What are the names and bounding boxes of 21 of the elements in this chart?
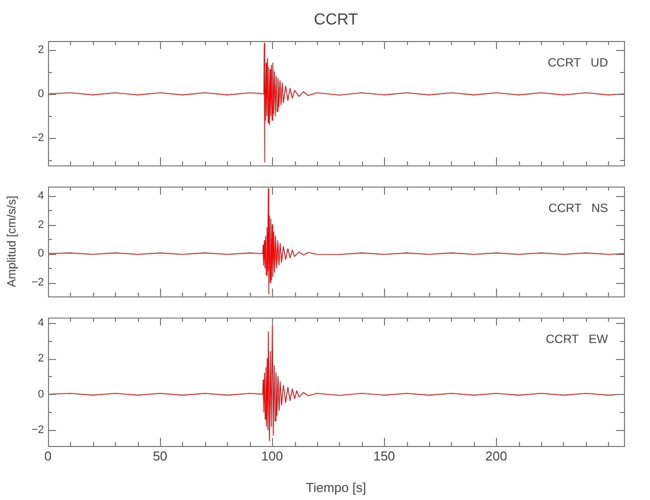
x-tick-label: 150 xyxy=(373,448,396,464)
y-tick-label: 4 xyxy=(38,190,44,202)
y-tick-label: 0 xyxy=(38,88,44,100)
x-tick-label: 100 xyxy=(261,448,283,464)
annotation: CCRT NS xyxy=(548,200,608,215)
chart-title: CCRT xyxy=(314,11,358,28)
x-tick-label: 200 xyxy=(485,448,508,464)
y-tick-label: 0 xyxy=(38,388,44,400)
y-axis-title: Amplitud [cm/s/s] xyxy=(4,196,18,288)
y-tick-label: −2 xyxy=(31,276,44,289)
annotation: CCRT UD xyxy=(548,55,608,70)
y-tick-label: 4 xyxy=(38,316,44,329)
y-tick-label: 2 xyxy=(38,352,44,365)
y-tick-label: −2 xyxy=(31,132,44,144)
annotation: CCRT EW xyxy=(546,332,609,346)
y-tick-label: −2 xyxy=(31,424,44,436)
x-axis-title: Tiempo [s] xyxy=(306,480,366,495)
y-tick-label: 0 xyxy=(38,248,44,260)
y-tick-label: 2 xyxy=(38,44,44,56)
x-tick-label: 50 xyxy=(152,448,168,464)
y-tick-label: 2 xyxy=(38,218,44,231)
